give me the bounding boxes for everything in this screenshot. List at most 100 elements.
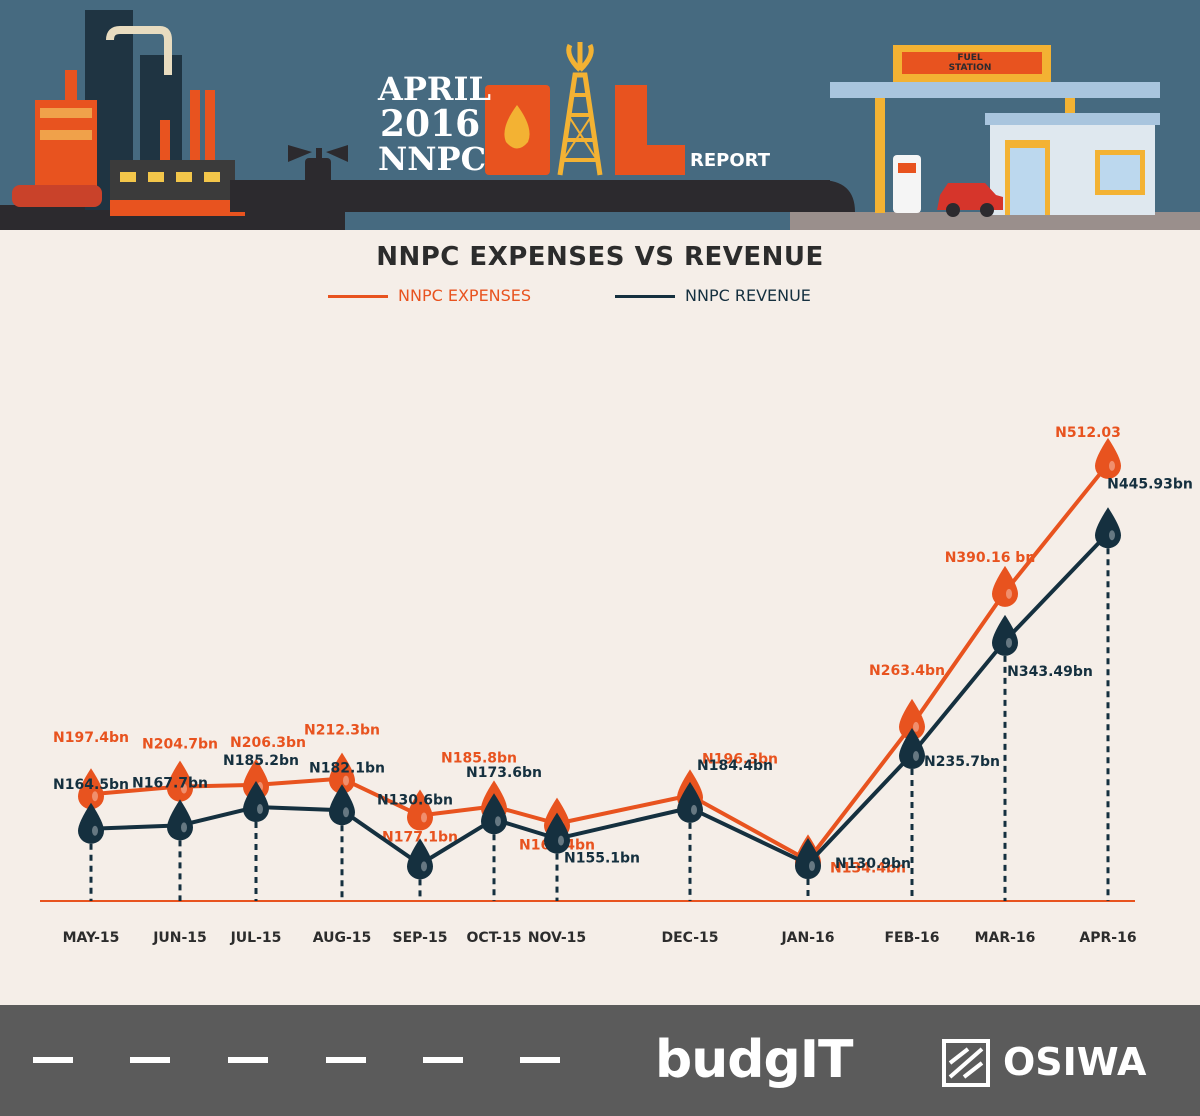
revenue-data-label: N185.2bn	[223, 753, 299, 769]
revenue-drop-marker	[407, 838, 433, 880]
x-tick-label: NOV-15	[528, 930, 586, 946]
header-year: 2016	[380, 103, 481, 145]
expenses-series-line	[90, 462, 1110, 863]
x-tick-label: APR-16	[1079, 930, 1136, 946]
x-tick-label: JUL-15	[230, 930, 282, 946]
revenue-data-label: N182.1bn	[309, 760, 385, 776]
revenue-data-label: N164.5bn	[53, 777, 129, 793]
expenses-data-label: N204.7bn	[142, 737, 218, 753]
expenses-data-label: N177.1bn	[382, 830, 458, 846]
x-tick-label: MAR-16	[975, 930, 1036, 946]
expenses-drop-marker	[329, 752, 355, 794]
marker-highlight	[1109, 530, 1115, 541]
x-tick-label: AUG-15	[313, 930, 372, 946]
revenue-data-label: N235.7bn	[924, 754, 1000, 770]
legend-expenses-swatch	[328, 295, 388, 298]
header-report-word: REPORT	[690, 150, 770, 171]
revenue-data-label: N173.6bn	[466, 765, 542, 781]
x-tick-label: JAN-16	[780, 930, 834, 946]
revenue-data-label: N445.93bn	[1107, 476, 1193, 492]
revenue-drop-marker	[78, 802, 104, 844]
footer-road	[0, 1005, 1200, 1116]
expenses-data-label: N134.4bn	[830, 860, 906, 876]
revenue-drop-marker	[544, 812, 570, 854]
road-dash	[326, 1057, 366, 1063]
marker-highlight	[343, 807, 349, 818]
x-tick-label: SEP-15	[393, 930, 448, 946]
revenue-data-label: N130.6bn	[377, 792, 453, 808]
revenue-drop-marker	[899, 728, 925, 770]
expenses-data-label: N197.4bn	[53, 730, 129, 746]
expenses-data-label: N212.3bn	[304, 723, 380, 739]
legend-revenue-swatch	[615, 295, 675, 298]
expenses-drop-marker	[243, 758, 269, 800]
expenses-drop-marker	[899, 698, 925, 740]
budgit-logo: budgIT	[655, 1030, 854, 1090]
road-dash	[33, 1057, 73, 1063]
revenue-data-label: N155.1bn	[564, 851, 640, 867]
legend-expenses-label: NNPC EXPENSES	[398, 286, 532, 305]
osiwa-logo-icon	[942, 1039, 990, 1087]
marker-highlight	[181, 822, 187, 833]
marker-highlight	[558, 835, 564, 846]
road-dash	[228, 1057, 268, 1063]
marker-highlight	[92, 825, 98, 836]
revenue-data-label: N343.49bn	[1007, 664, 1093, 680]
station-sign-line2: STATION	[948, 63, 992, 73]
station-sign-line1: FUEL	[957, 53, 983, 63]
expenses-data-label: N196.3bn	[702, 751, 778, 767]
marker-highlight	[92, 791, 98, 802]
revenue-data-label: N184.4bn	[697, 758, 773, 774]
revenue-drop-marker	[992, 614, 1018, 656]
marker-highlight	[421, 812, 427, 823]
marker-highlight	[1109, 460, 1115, 471]
header-org: NNPC	[378, 140, 487, 178]
x-tick-label: JUN-15	[152, 930, 207, 946]
revenue-drop-marker	[795, 838, 821, 880]
road-dash	[520, 1057, 560, 1063]
chart-area: NNPC EXPENSES VS REVENUE NNPC EXPENSES N…	[0, 230, 1200, 1005]
expenses-drop-marker	[167, 760, 193, 802]
marker-highlight	[913, 751, 919, 762]
marker-highlight	[913, 721, 919, 732]
marker-highlight	[691, 804, 697, 815]
line-chart: MAY-15 JUN-15 JUL-15 AUG-15 SEP-15 OCT-15 NOV-…	[40, 425, 1193, 946]
road-dash	[130, 1057, 170, 1063]
revenue-drop-marker	[677, 781, 703, 823]
expenses-drop-marker	[1095, 437, 1121, 479]
expenses-data-label: N390.16 bn	[945, 550, 1036, 566]
road-dash	[423, 1057, 463, 1063]
x-tick-label: OCT-15	[467, 930, 522, 946]
legend-revenue: NNPC REVENUE	[615, 286, 811, 305]
expenses-drop-marker	[78, 768, 104, 810]
expenses-data-label: N185.8bn	[441, 750, 517, 766]
osiwa-logo: OSIWA	[1003, 1040, 1147, 1084]
marker-highlight	[495, 816, 501, 827]
marker-highlight	[181, 783, 187, 794]
x-tick-label: FEB-16	[884, 930, 939, 946]
marker-highlight	[1006, 588, 1012, 599]
revenue-data-label: N167.7bn	[132, 775, 208, 791]
revenue-drop-marker	[167, 799, 193, 841]
marker-highlight	[257, 804, 263, 815]
header-month: APRIL	[378, 70, 491, 108]
chart-title: NNPC EXPENSES VS REVENUE	[376, 242, 824, 272]
x-tick-label: DEC-15	[661, 930, 718, 946]
revenue-drop-marker	[481, 793, 507, 835]
header-illustration	[0, 10, 1200, 230]
legend-revenue-label: NNPC REVENUE	[685, 286, 811, 305]
x-tick-label: MAY-15	[63, 930, 120, 946]
header-banner: APRIL 2016 NNPC REPORT FUEL STATION	[0, 0, 1200, 230]
expenses-data-label: N512.03	[1055, 425, 1121, 441]
expenses-drop-marker	[992, 565, 1018, 607]
expenses-drop-marker	[407, 789, 433, 831]
revenue-drop-marker	[1095, 507, 1121, 549]
marker-highlight	[421, 861, 427, 872]
legend-expenses: NNPC EXPENSES	[328, 286, 531, 305]
expenses-data-label: N263.4bn	[869, 663, 945, 679]
marker-highlight	[343, 775, 349, 786]
revenue-drop-marker	[243, 781, 269, 823]
expenses-data-label: N206.3bn	[230, 735, 306, 751]
marker-highlight	[809, 861, 815, 872]
revenue-drop-marker	[329, 784, 355, 826]
